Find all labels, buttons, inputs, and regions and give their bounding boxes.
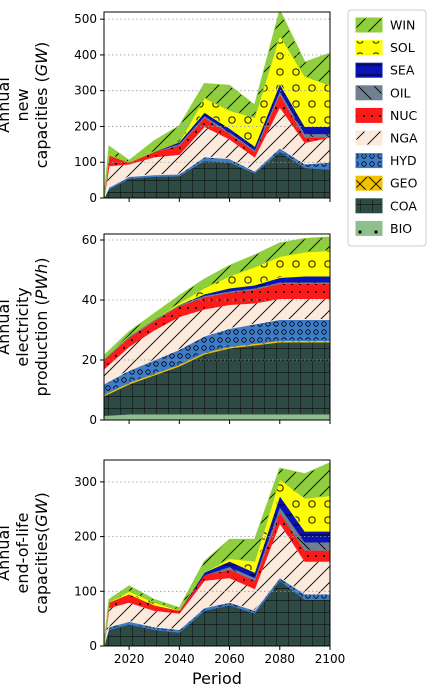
legend-label-hyd: HYD	[390, 153, 417, 168]
legend-swatch-bio	[355, 220, 383, 236]
legend-label-oil: OIL	[390, 85, 411, 100]
area-win	[104, 236, 330, 360]
legend-label-nuc: NUC	[390, 108, 417, 123]
y-tick-label: 20	[82, 353, 97, 367]
x-tick-label: 2040	[164, 652, 195, 666]
panel-2: 0 20 40 60 Annualelectricityproduction (PWh)	[0, 233, 331, 427]
legend-label-coa: COA	[390, 198, 417, 213]
legend-swatch-sol	[355, 40, 383, 56]
x-tick-label: 2060	[214, 652, 245, 666]
y-tick-label: 200	[74, 530, 97, 544]
legend-swatch-nga	[355, 130, 383, 146]
panel-1: 0 100 200 300 400 500 Annualnewcapacities (GW)	[0, 11, 331, 205]
y-axis-label: Annualelectricityproduction (PWh)	[0, 257, 51, 396]
plot-frame	[103, 11, 331, 199]
legend-swatch-geo	[355, 175, 383, 191]
y-tick-label: 0	[89, 639, 97, 653]
plot-frame	[103, 459, 331, 647]
legend-label-sea: SEA	[390, 63, 415, 78]
legend-swatch-sea	[355, 62, 383, 78]
legend-swatch-oil	[355, 85, 383, 101]
x-tick-label: 2100	[315, 652, 346, 666]
legend-swatch-win	[355, 17, 383, 33]
legend-label-win: WIN	[390, 18, 415, 33]
y-tick-label: 0	[89, 191, 97, 205]
y-axis-label: Annualend-of-lifecapacities(GW)	[0, 492, 51, 613]
y-tick-label: 100	[74, 155, 97, 169]
x-axis-label: Period	[192, 669, 242, 688]
legend-label-nga: NGA	[390, 131, 418, 146]
legend-swatch-nuc	[355, 107, 383, 123]
y-tick-label: 0	[89, 413, 97, 427]
y-tick-label: 400	[74, 48, 97, 62]
x-tick-label: 2080	[265, 652, 296, 666]
y-axis-label: Annualnewcapacities (GW)	[0, 42, 51, 169]
area-bio	[104, 413, 330, 420]
legend-label-bio: BIO	[390, 221, 412, 236]
area-win	[104, 462, 330, 646]
y-tick-label: 500	[74, 12, 97, 26]
x-tick-label: 2020	[114, 652, 145, 666]
y-tick-label: 200	[74, 119, 97, 133]
legend-label-geo: GEO	[390, 176, 418, 191]
plot-frame	[103, 233, 331, 421]
y-tick-label: 40	[82, 293, 97, 307]
legend-swatch-hyd	[355, 153, 383, 169]
legend-swatch-coa	[355, 198, 383, 214]
y-tick-label: 100	[74, 584, 97, 598]
y-tick-label: 300	[74, 475, 97, 489]
y-tick-label: 300	[74, 84, 97, 98]
panel-3: 0 100 200 300 2020 2040 2060 2080 2100 Annualend-…	[0, 459, 346, 688]
legend-label-sol: SOL	[390, 40, 415, 55]
area-win	[104, 12, 330, 198]
y-tick-label: 60	[82, 233, 97, 247]
